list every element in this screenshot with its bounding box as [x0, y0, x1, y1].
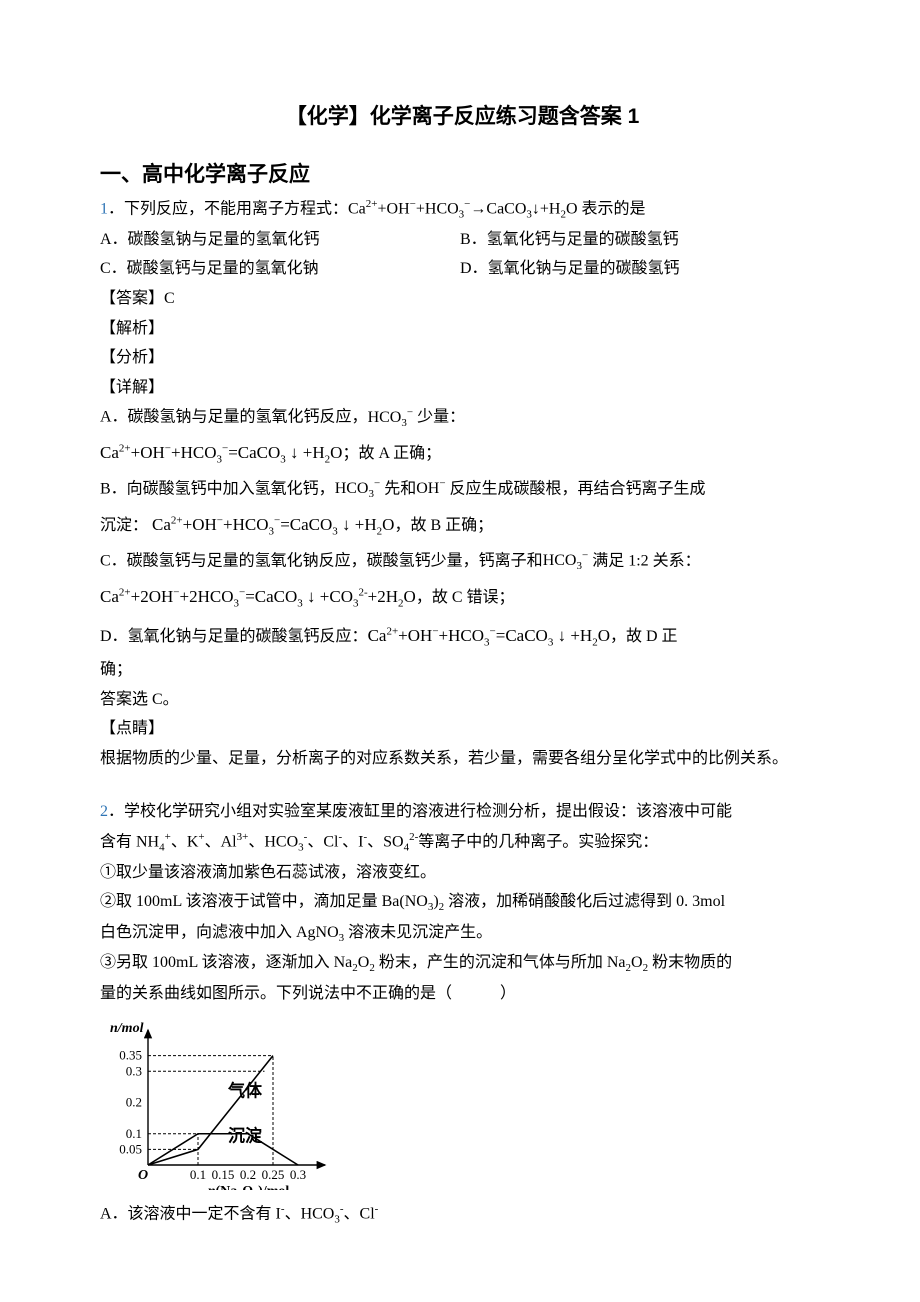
q1-dianqing-text: 根据物质的少量、足量，分析离子的对应系数关系，若少量，需要各组分呈化学式中的比例… [100, 744, 825, 774]
svg-text:0.3: 0.3 [290, 1167, 306, 1182]
q2-step2-line1: ②取 100mL 该溶液于试管中，滴加足量 Ba(NO3)2 溶液，加稀硝酸酸化… [100, 887, 825, 918]
q1-detailD-line1: D．氢氧化钠与足量的碳酸氢钙反应：Ca2++OH−+HCO3−=CaCO3 ↓ … [100, 617, 825, 655]
svg-text:n/mol: n/mol [110, 1021, 144, 1036]
q1-detailA-line1: A．碳酸氢钠与足量的氢氧化钙反应，HCO3− 少量： [100, 402, 825, 433]
q2-number: 2 [100, 803, 108, 820]
svg-text:n(Na2O2)/mol: n(Na2O2)/mol [208, 1184, 290, 1190]
svg-text:沉淀: 沉淀 [228, 1125, 263, 1145]
q2-stem-line2: 含有 NH4+、K+、Al3+、HCO3-、Cl-、I-、SO42-等离子中的几… [100, 827, 825, 858]
svg-text:0.15: 0.15 [212, 1167, 235, 1182]
q1-answer: 【答案】C [100, 284, 825, 314]
q1-detailB-line1: B．向碳酸氢钙中加入氢氧化钙，HCO3− 先和OH− 反应生成碳酸根，再结合钙离… [100, 474, 825, 505]
q1-optC: C．碳酸氢钙与足量的氢氧化钠 [100, 254, 460, 284]
q2-optA: A．该溶液中一定不含有 I-、HCO3-、Cl- [100, 1199, 825, 1230]
svg-text:0.2: 0.2 [240, 1167, 256, 1182]
q2-step3-line2: 量的关系曲线如图所示。下列说法中不正确的是（ ） [100, 979, 825, 1009]
svg-text:0.2: 0.2 [126, 1094, 142, 1109]
q2-chart: 0.050.10.20.30.350.10.150.20.250.3On/mol… [100, 1015, 825, 1195]
q2-step3-line1: ③另取 100mL 该溶液，逐渐加入 Na2O2 粉末，产生的沉淀和气体与所加 … [100, 948, 825, 979]
chart-svg: 0.050.10.20.30.350.10.150.20.250.3On/mol… [100, 1015, 340, 1190]
q1-dianqing: 【点睛】 [100, 714, 825, 744]
q1-answer-line: 答案选 C。 [100, 685, 825, 715]
svg-text:0.25: 0.25 [262, 1167, 285, 1182]
svg-text:0.05: 0.05 [119, 1141, 142, 1156]
q1-stem-text: ．下列反应，不能用离子方程式：Ca [108, 200, 366, 217]
q1-fenxi: 【分析】 [100, 343, 825, 373]
q2-stem-line1: 2．学校化学研究小组对实验室某废液缸里的溶液进行检测分析，提出假设：该溶液中可能 [100, 797, 825, 827]
q2-step1: ①取少量该溶液滴加紫色石蕊试液，溶液变红。 [100, 858, 825, 888]
q1-detailC-line1: C．碳酸氢钙与足量的氢氧化钠反应，碳酸氢钙少量，钙离子和HCO3− 满足 1:2… [100, 546, 825, 577]
page-title: 【化学】化学离子反应练习题含答案 1 [100, 100, 825, 130]
svg-text:0.1: 0.1 [190, 1167, 206, 1182]
q1-optB: B．氢氧化钙与足量的碳酸氢钙 [460, 225, 679, 255]
q1-xiangjie: 【详解】 [100, 373, 825, 403]
q1-optA: A．碳酸氢钠与足量的氢氧化钙 [100, 225, 460, 255]
svg-text:0.35: 0.35 [119, 1047, 142, 1062]
q1-detailD-line2: 确； [100, 655, 825, 685]
q1-jiexi: 【解析】 [100, 314, 825, 344]
svg-text:O: O [138, 1168, 148, 1183]
q1-eqB: 沉淀： Ca2++OH−+HCO3−=CaCO3 ↓ +H2O，故 B 正确； [100, 505, 825, 546]
section-heading: 一、高中化学离子反应 [100, 158, 825, 188]
q1-stem: 1．下列反应，不能用离子方程式：Ca2++OH−+HCO3−→CaCO3↓+H2… [100, 194, 825, 225]
q1-eqC: Ca2++2OH−+2HCO3−=CaCO3 ↓ +CO32-+2H2O，故 C… [100, 577, 825, 618]
svg-text:气体: 气体 [227, 1080, 263, 1100]
svg-text:0.1: 0.1 [126, 1125, 142, 1140]
svg-text:0.3: 0.3 [126, 1063, 142, 1078]
q1-options-row1: A．碳酸氢钠与足量的氢氧化钙 B．氢氧化钙与足量的碳酸氢钙 [100, 225, 825, 255]
q1-eqA: Ca2++OH−+HCO3−=CaCO3 ↓ +H2O；故 A 正确； [100, 433, 825, 474]
q2-step2-line2: 白色沉淀甲，向滤液中加入 AgNO3 溶液未见沉淀产生。 [100, 918, 825, 949]
q1-optD: D．氢氧化钠与足量的碳酸氢钙 [460, 254, 680, 284]
q1-number: 1 [100, 200, 108, 217]
q1-options-row2: C．碳酸氢钙与足量的氢氧化钠 D．氢氧化钠与足量的碳酸氢钙 [100, 254, 825, 284]
